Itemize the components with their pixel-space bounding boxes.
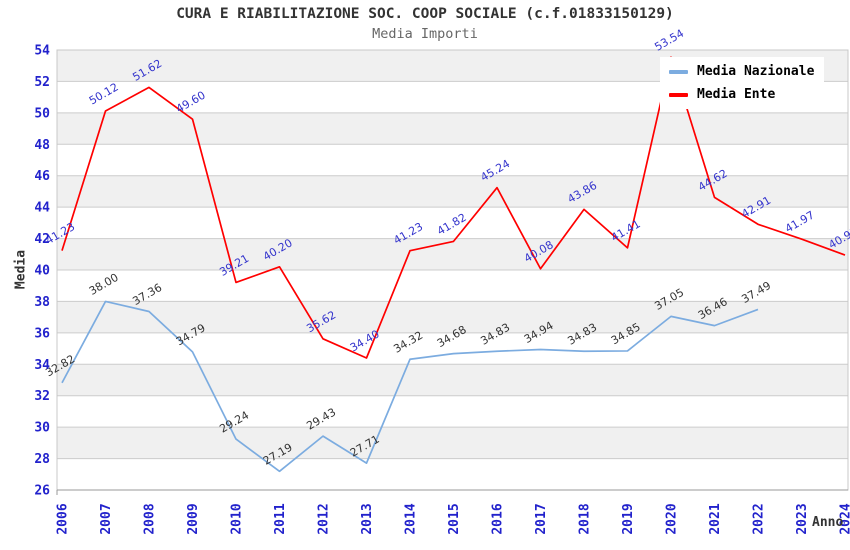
x-tick-label: 2014 <box>404 503 419 534</box>
legend-item-media-nazionale: Media Nazionale <box>669 64 814 79</box>
y-tick-label: 36 <box>34 326 50 341</box>
legend-label-media-nazionale: Media Nazionale <box>697 64 815 79</box>
background-band <box>57 301 848 333</box>
series-line-media-ente <box>61 56 846 359</box>
y-tick-label: 30 <box>34 421 50 436</box>
x-tick-label: 2016 <box>491 503 506 534</box>
chart-subtitle: Media Importi <box>372 26 478 42</box>
x-axis-title: Anno <box>812 515 844 530</box>
y-tick-label: 50 <box>34 106 50 121</box>
x-tick-label: 2021 <box>708 503 723 534</box>
x-tick-label: 2010 <box>230 503 245 534</box>
y-tick-label: 32 <box>34 389 50 404</box>
y-tick-label: 52 <box>34 75 50 90</box>
x-tick-label: 2018 <box>578 503 593 534</box>
legend: Media Nazionale Media Ente <box>660 57 825 109</box>
point-label: 49.60 <box>174 89 208 116</box>
y-tick-label: 46 <box>34 169 50 184</box>
y-tick-label: 28 <box>34 452 50 467</box>
point-label: 41.97 <box>783 209 817 236</box>
y-tick-label: 44 <box>34 201 50 216</box>
x-tick-label: 2009 <box>186 503 201 534</box>
y-tick-label: 54 <box>34 44 50 59</box>
x-tick-label: 2020 <box>665 503 680 534</box>
x-tick-label: 2013 <box>360 503 375 534</box>
background-band <box>57 427 848 459</box>
x-tick-label: 2011 <box>273 503 288 534</box>
x-tick-label: 2019 <box>621 503 636 534</box>
point-label: 41.82 <box>435 211 469 238</box>
x-tick-label: 2024 <box>839 503 850 534</box>
x-tick-label: 2007 <box>99 503 114 534</box>
background-band <box>57 364 848 396</box>
series-line-media-nazionale <box>61 300 759 473</box>
x-tick-label: 2008 <box>143 503 158 534</box>
y-tick-label: 48 <box>34 138 50 153</box>
y-axis-title: Media <box>13 249 29 290</box>
background-band <box>57 112 848 145</box>
point-label: 50.12 <box>87 80 121 107</box>
y-tick-label: 40 <box>34 264 50 279</box>
x-tick-label: 2017 <box>534 503 549 534</box>
x-tick-label: 2023 <box>795 503 810 534</box>
y-tick-label: 38 <box>34 295 50 310</box>
background-band <box>57 175 848 208</box>
media-nazionale-line-marker <box>669 69 688 74</box>
legend-item-media-ente: Media Ente <box>669 87 814 102</box>
x-tick-label: 2006 <box>56 503 71 534</box>
media-ente-line-marker <box>669 92 688 97</box>
point-label: 38.00 <box>87 271 121 298</box>
x-tick-label: 2012 <box>317 503 332 534</box>
legend-label-media-ente: Media Ente <box>697 87 776 102</box>
background-band <box>57 238 848 270</box>
y-tick-label: 42 <box>34 232 50 247</box>
y-tick-label: 34 <box>34 358 50 373</box>
chart-title: CURA E RIABILITAZIONE SOC. COOP SOCIALE … <box>176 6 674 22</box>
y-tick-label: 26 <box>34 484 50 499</box>
x-tick-label: 2015 <box>447 503 462 534</box>
x-tick-label: 2022 <box>752 503 767 534</box>
